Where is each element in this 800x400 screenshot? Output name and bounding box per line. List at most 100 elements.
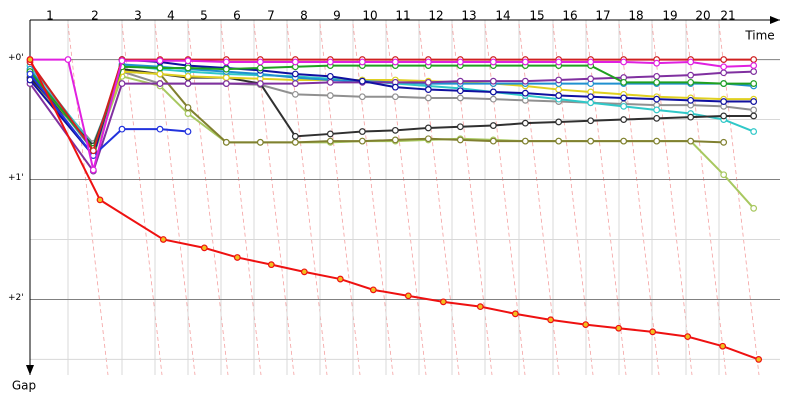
data-point (750, 204, 758, 212)
data-point (391, 136, 399, 144)
data-point (511, 310, 519, 318)
data-point (326, 92, 334, 99)
data-point (326, 78, 334, 86)
data-point (720, 112, 728, 120)
data-point (555, 92, 563, 99)
data-point (391, 126, 399, 134)
data-point (26, 70, 34, 78)
data-point (587, 58, 595, 66)
data-point (720, 171, 728, 179)
data-point (555, 118, 563, 126)
data-point (300, 268, 308, 276)
data-point (256, 58, 264, 66)
lap-line (418, 23, 460, 376)
x-tick-label: 3 (134, 9, 142, 23)
y-axis-arrow (26, 365, 34, 375)
data-point (184, 128, 192, 135)
data-point (587, 137, 595, 145)
data-point (256, 80, 264, 87)
data-point (687, 96, 695, 104)
data-point (326, 72, 334, 80)
data-point (687, 78, 695, 86)
y-tick-label: +0' (8, 53, 24, 63)
data-point (424, 124, 432, 132)
y-tick-label: +1' (8, 173, 24, 183)
x-tick-label: 5 (200, 9, 208, 23)
data-point (620, 137, 628, 145)
data-point (720, 63, 728, 71)
data-point (358, 128, 366, 135)
data-point (184, 72, 192, 80)
data-point (456, 123, 464, 131)
data-point (424, 94, 432, 102)
data-point (456, 77, 464, 85)
data-point (755, 356, 763, 363)
series-line (29, 70, 754, 174)
data-point (336, 275, 344, 283)
data-point (222, 80, 230, 87)
x-axis-arrow (770, 16, 780, 24)
data-point (750, 80, 758, 87)
x-tick-label: 21 (720, 9, 735, 23)
data-point (620, 116, 628, 123)
x-tick-label: 8 (300, 9, 308, 23)
data-point (750, 68, 758, 75)
data-point (391, 93, 399, 101)
data-point (222, 138, 230, 146)
data-point (620, 58, 628, 66)
data-point (582, 321, 590, 329)
data-point (587, 93, 595, 101)
data-point (653, 59, 661, 67)
data-point (184, 64, 192, 72)
x-tick-label: 9 (333, 9, 341, 23)
data-point (653, 106, 661, 114)
data-point (750, 106, 758, 114)
data-point (391, 58, 399, 66)
data-point (184, 110, 192, 117)
data-point (156, 57, 164, 65)
data-point (439, 298, 447, 306)
lap-line (385, 23, 427, 376)
data-point (653, 95, 661, 103)
lap-line (718, 23, 760, 376)
data-point (649, 328, 657, 336)
x-tick-label: 16 (562, 9, 577, 23)
data-point (456, 94, 464, 102)
data-point (424, 86, 432, 93)
data-point (291, 58, 299, 66)
data-point (233, 254, 241, 261)
data-point (489, 88, 497, 96)
data-point (159, 236, 167, 243)
data-point (521, 58, 529, 66)
data-point (653, 72, 661, 80)
data-point (720, 69, 728, 77)
series-line (29, 58, 754, 153)
x-tick-label: 14 (495, 9, 510, 23)
data-point (184, 80, 192, 87)
data-point (620, 94, 628, 102)
x-tick-label: 18 (628, 9, 643, 23)
data-point (358, 58, 366, 66)
data-point (326, 58, 334, 66)
data-point (291, 80, 299, 87)
data-point (358, 77, 366, 85)
data-point (653, 78, 661, 86)
x-tick-label: 15 (529, 9, 544, 23)
data-point (687, 58, 695, 66)
series-line (29, 64, 754, 151)
data-point (291, 70, 299, 78)
data-point (256, 138, 264, 146)
data-point (184, 104, 192, 111)
data-point (96, 196, 104, 204)
data-point (156, 70, 164, 78)
data-point (750, 56, 758, 63)
y-tick-label: +2' (8, 293, 24, 303)
series-line (29, 58, 754, 158)
x-tick-label: 17 (595, 9, 610, 23)
x-axis-label: Time (744, 29, 774, 43)
data-point (587, 117, 595, 125)
data-point (587, 75, 595, 83)
x-tick-label: 7 (267, 9, 275, 23)
data-point (555, 137, 563, 145)
data-point (555, 76, 563, 84)
